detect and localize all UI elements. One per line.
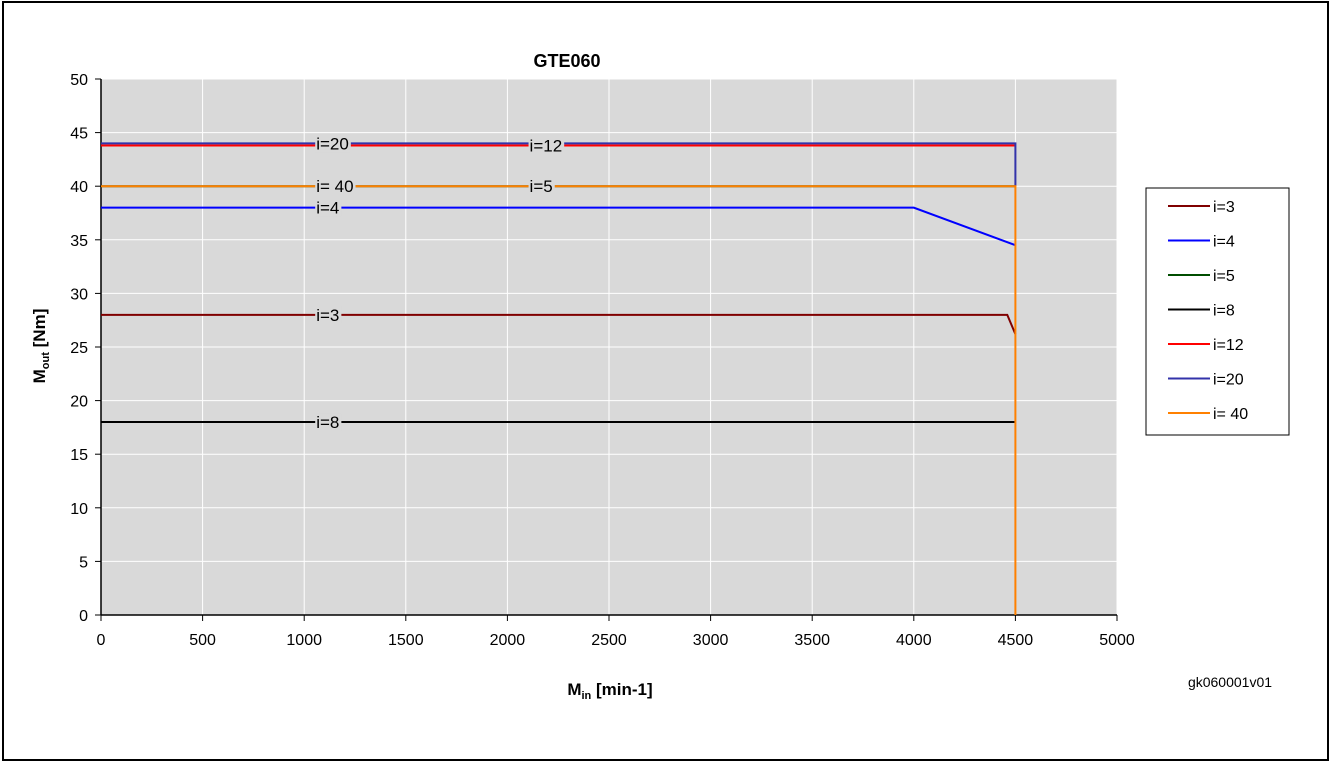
x-tick-label: 5000 — [1099, 632, 1135, 649]
series-line-i20 — [101, 142, 1017, 187]
x-axis-label: Min [min-1] — [567, 680, 652, 702]
y-tick-label: 50 — [70, 72, 88, 89]
inline-label-bg — [528, 177, 555, 196]
x-tick-label: 2000 — [490, 632, 526, 649]
y-tick-label: 40 — [70, 179, 88, 196]
inline-label-bg — [528, 136, 565, 155]
series-line-i4 — [101, 206, 1016, 247]
x-tick-label: 3500 — [794, 632, 830, 649]
y-tick-label: 45 — [70, 126, 88, 143]
legend-entry: i=5 — [1213, 268, 1235, 285]
x-tick-label: 3000 — [693, 632, 729, 649]
x-tick-label: 500 — [189, 632, 216, 649]
y-tick-label: 5 — [79, 554, 88, 571]
inline-label: i=12 — [530, 136, 563, 155]
series-line-i40 — [101, 185, 1017, 615]
x-tick-labels: 0 500 1000 1500 2000 2500 3000 3500 4000 4500 5000 — [97, 632, 1135, 649]
axes — [95, 78, 1118, 621]
y-tick-label: 15 — [70, 447, 88, 464]
x-tick-label: 0 — [97, 632, 106, 649]
series-line-i3 — [101, 313, 1017, 335]
inline-label: i=4 — [316, 199, 339, 218]
legend-entry: i= 40 — [1213, 406, 1248, 423]
chart-title: GTE060 — [533, 51, 600, 71]
inline-label-bg — [315, 305, 342, 324]
inline-label: i=20 — [316, 134, 349, 153]
legend-entry: i=4 — [1213, 234, 1235, 251]
figure-code: gk060001v01 — [1188, 674, 1272, 690]
x-tick-label: 1500 — [388, 632, 424, 649]
x-tick-label: 1000 — [286, 632, 322, 649]
inline-label-bg — [315, 198, 342, 217]
legend-entry: i=20 — [1213, 372, 1244, 389]
y-tick-label: 20 — [70, 394, 88, 411]
legend-entry: i=8 — [1213, 303, 1235, 320]
series-lines — [101, 142, 1017, 615]
y-tick-label: 0 — [79, 608, 88, 625]
legend-box — [1145, 187, 1290, 436]
x-tick-label: 4500 — [998, 632, 1034, 649]
y-tick-label: 35 — [70, 233, 88, 250]
y-tick-labels: 0 5 10 15 20 25 30 35 40 45 50 — [70, 72, 88, 625]
inline-label: i=8 — [316, 413, 339, 432]
inline-label-bg — [315, 134, 351, 153]
inline-label-bg — [315, 413, 342, 432]
y-tick-label: 10 — [70, 501, 88, 518]
inline-labels: i=3 i=4 i=5 i=8 i=12 i=20 i= 40 — [315, 134, 565, 432]
inline-label: i=5 — [530, 177, 553, 196]
inline-label: i=3 — [316, 306, 339, 325]
inline-label-bg — [315, 177, 356, 196]
legend-entry: i=3 — [1213, 199, 1235, 216]
inline-label: i= 40 — [316, 177, 353, 196]
x-tick-label: 2500 — [591, 632, 627, 649]
legend-entry: i=12 — [1213, 337, 1244, 354]
legend: i=3 i=4 i=5 i=8 i=12 i=20 i= 40 — [1145, 187, 1290, 436]
x-tick-label: 4000 — [896, 632, 932, 649]
y-axis-label: Mout [Nm] — [30, 309, 52, 384]
y-tick-label: 30 — [70, 286, 88, 303]
y-tick-label: 25 — [70, 340, 88, 357]
